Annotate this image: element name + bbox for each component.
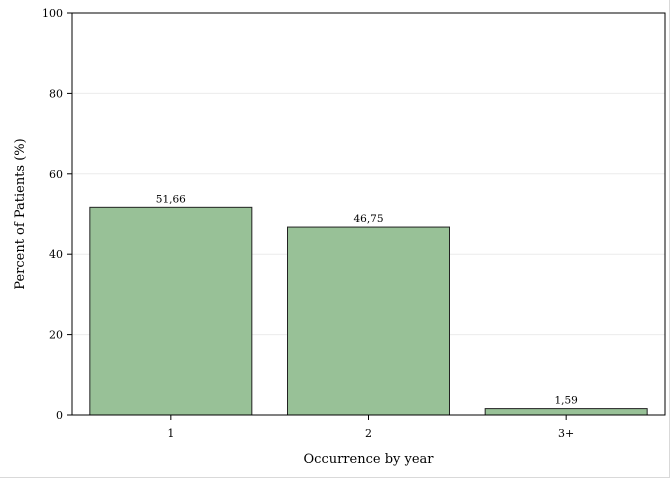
bar-value-label: 51,66 (156, 193, 186, 205)
x-tick-label: 3+ (558, 427, 574, 440)
bar-1 (89, 206, 253, 416)
x-axis-title: Occurrence by year (304, 452, 435, 467)
y-tick-label: 60 (49, 168, 63, 181)
x-axis: 1 2 3+ (167, 415, 574, 440)
bar-3+ (484, 408, 648, 416)
y-tick-label: 0 (56, 409, 63, 422)
bar-value-label: 1,59 (554, 395, 577, 407)
y-axis: 0 20 40 60 80 100 (42, 7, 72, 422)
y-axis-title: Percent of Patients (%) (13, 138, 28, 289)
y-tick-label: 80 (49, 87, 63, 100)
y-tick-label: 20 (49, 329, 63, 342)
bar-2 (287, 226, 450, 416)
bars (89, 206, 648, 416)
data-labels: 51,66 46,75 1,59 (156, 193, 578, 406)
y-tick-label: 100 (42, 7, 63, 20)
bar-value-label: 46,75 (353, 213, 383, 225)
x-tick-label: 2 (365, 427, 372, 440)
x-tick-label: 1 (167, 427, 174, 440)
y-tick-label: 40 (49, 248, 63, 261)
